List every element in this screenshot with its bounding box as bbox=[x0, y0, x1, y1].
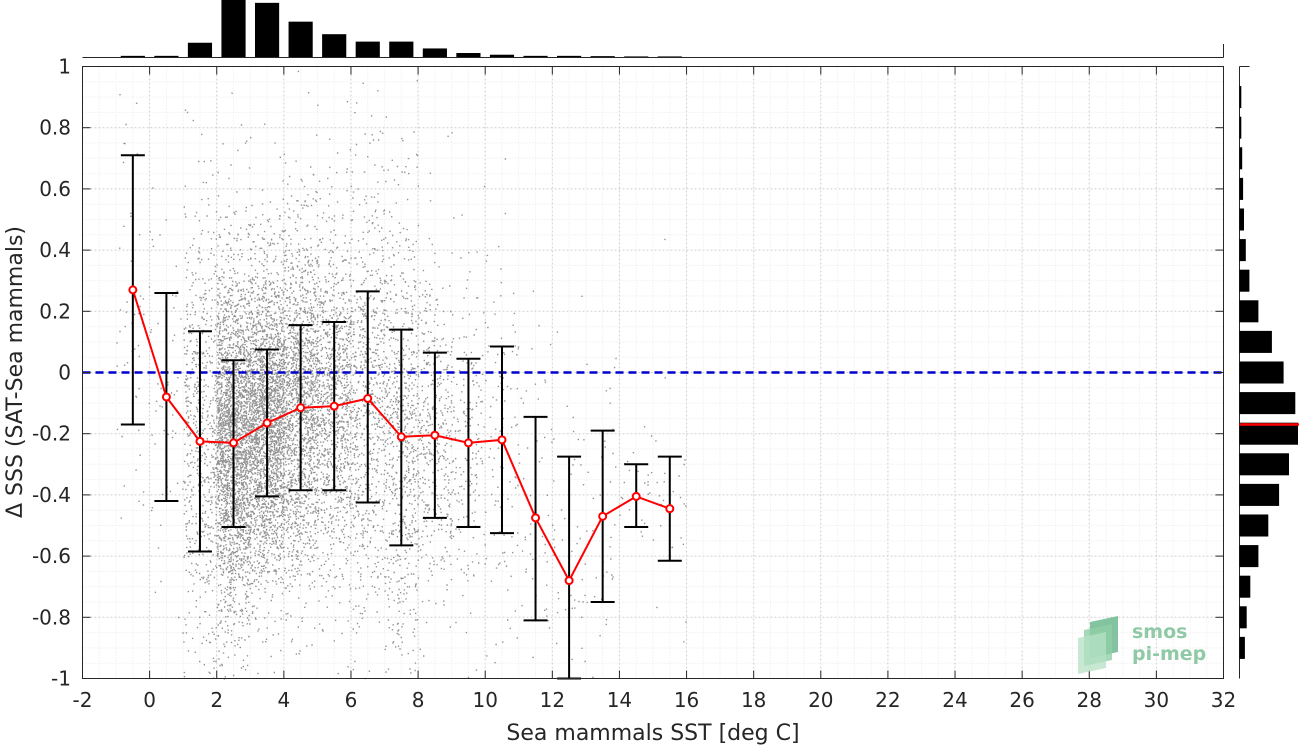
right-histogram bbox=[1239, 66, 1299, 679]
x-tick-label: -2 bbox=[73, 688, 93, 712]
right-histogram-bar bbox=[1239, 453, 1289, 476]
y-tick-label: -0.2 bbox=[32, 422, 71, 446]
top-histogram-bar bbox=[322, 34, 347, 57]
x-tick-label: 30 bbox=[1144, 688, 1169, 712]
right-histogram-bar bbox=[1239, 147, 1243, 170]
right-histogram-bar bbox=[1239, 545, 1259, 568]
x-tick-label: 8 bbox=[412, 688, 425, 712]
top-histogram-bar bbox=[456, 53, 481, 57]
x-tick-label: 26 bbox=[1009, 688, 1034, 712]
mean-point bbox=[598, 511, 608, 521]
x-tick-label: 22 bbox=[875, 688, 900, 712]
x-tick-label: 24 bbox=[942, 688, 967, 712]
right-histogram-bar bbox=[1239, 330, 1272, 353]
mean-point bbox=[296, 403, 306, 413]
mean-point bbox=[531, 513, 541, 523]
x-tick-label: 32 bbox=[1211, 688, 1236, 712]
mean-point bbox=[564, 576, 574, 586]
x-tick-label: 16 bbox=[674, 688, 699, 712]
right-histogram-bar bbox=[1239, 86, 1242, 109]
y-tick-label: -0.8 bbox=[32, 605, 71, 629]
top-histogram-bar bbox=[154, 55, 179, 57]
x-tick-label: 6 bbox=[345, 688, 358, 712]
mean-point bbox=[430, 430, 440, 440]
x-tick-label: 28 bbox=[1077, 688, 1102, 712]
y-tick-label: -1 bbox=[51, 667, 71, 691]
right-histogram-bar bbox=[1239, 269, 1250, 292]
y-tick-label: 0.4 bbox=[39, 238, 71, 262]
top-histogram-bar bbox=[590, 56, 615, 57]
right-histogram-bar bbox=[1239, 636, 1245, 659]
scatter-points bbox=[116, 70, 688, 680]
mean-point bbox=[195, 436, 205, 446]
x-tick-label: 10 bbox=[472, 688, 497, 712]
top-histogram bbox=[82, 0, 1224, 58]
mean-point bbox=[665, 504, 675, 514]
x-tick-label: 4 bbox=[277, 688, 290, 712]
mean-point bbox=[229, 438, 239, 448]
mean-point bbox=[262, 418, 272, 428]
x-axis-title: Sea mammals SST [deg C] bbox=[506, 721, 799, 746]
y-tick-label: 1 bbox=[58, 55, 71, 79]
mean-point bbox=[128, 285, 138, 295]
mean-point bbox=[363, 394, 373, 404]
smos-pi-mep-logo: smos pi-mep bbox=[1078, 616, 1206, 674]
right-histogram-bar bbox=[1239, 606, 1247, 629]
mean-point bbox=[631, 491, 641, 501]
top-histogram-bar bbox=[489, 54, 515, 57]
right-histogram-bar bbox=[1239, 422, 1298, 445]
top-histogram-bar bbox=[288, 21, 313, 57]
top-histogram-bar bbox=[187, 42, 213, 57]
y-tick-label: 0 bbox=[58, 361, 71, 385]
top-histogram-bar bbox=[624, 56, 649, 57]
x-tick-label: 0 bbox=[143, 688, 156, 712]
y-tick-label: 0.8 bbox=[39, 116, 71, 140]
right-histogram-bar bbox=[1239, 392, 1296, 415]
top-histogram-bar bbox=[389, 41, 414, 57]
right-histogram-bar bbox=[1239, 239, 1246, 262]
y-tick-label: -0.4 bbox=[32, 483, 71, 507]
x-tick-label: 20 bbox=[808, 688, 833, 712]
x-tick-label: 18 bbox=[741, 688, 766, 712]
binned-mean-points bbox=[128, 285, 675, 586]
mean-point bbox=[396, 432, 406, 442]
right-histogram-bar bbox=[1239, 575, 1251, 598]
scatter-cloud bbox=[116, 70, 688, 680]
mean-point bbox=[161, 392, 171, 402]
y-tick-label: 0.2 bbox=[39, 299, 71, 323]
right-histogram-bar bbox=[1239, 177, 1244, 200]
y-tick-labels: -1 -0.8 -0.6 -0.4 -0.2 0 0.2 0.4 0.6 0.8 1 bbox=[32, 55, 71, 691]
logo-text-pimep: pi-mep bbox=[1132, 643, 1206, 665]
top-histogram-bar bbox=[523, 55, 548, 57]
x-tick-label: 12 bbox=[540, 688, 565, 712]
x-tick-label: 2 bbox=[210, 688, 223, 712]
top-histogram-bar bbox=[422, 48, 447, 57]
mean-point bbox=[463, 438, 473, 448]
y-tick-label: -0.6 bbox=[32, 544, 71, 568]
x-tick-labels: -2 0 2 4 6 8 10 12 14 16 18 20 22 24 26 28 30 32 bbox=[73, 688, 1237, 712]
x-tick-label: 14 bbox=[607, 688, 632, 712]
right-histogram-bar bbox=[1239, 514, 1269, 537]
top-histogram-bar bbox=[557, 55, 582, 57]
top-histogram-bar bbox=[254, 2, 280, 58]
logo-icon bbox=[1078, 616, 1118, 674]
top-histogram-bar bbox=[221, 0, 246, 57]
right-histogram-bar bbox=[1239, 483, 1280, 506]
mean-point bbox=[497, 435, 507, 445]
mean-point bbox=[329, 401, 339, 411]
y-axis-title: Δ SSS (SAT-Sea mammals) bbox=[3, 226, 28, 518]
right-histogram-bar bbox=[1239, 300, 1259, 323]
top-histogram-bar bbox=[120, 55, 145, 57]
y-tick-label: 0.6 bbox=[39, 177, 71, 201]
axis-ticks bbox=[82, 66, 1224, 679]
top-histogram-bar bbox=[355, 41, 380, 57]
right-histogram-bar bbox=[1239, 361, 1284, 384]
right-histogram-bar bbox=[1239, 208, 1244, 231]
top-histogram-bar bbox=[657, 56, 682, 57]
logo-text-smos: smos bbox=[1132, 621, 1187, 643]
right-histogram-bar bbox=[1239, 116, 1242, 139]
